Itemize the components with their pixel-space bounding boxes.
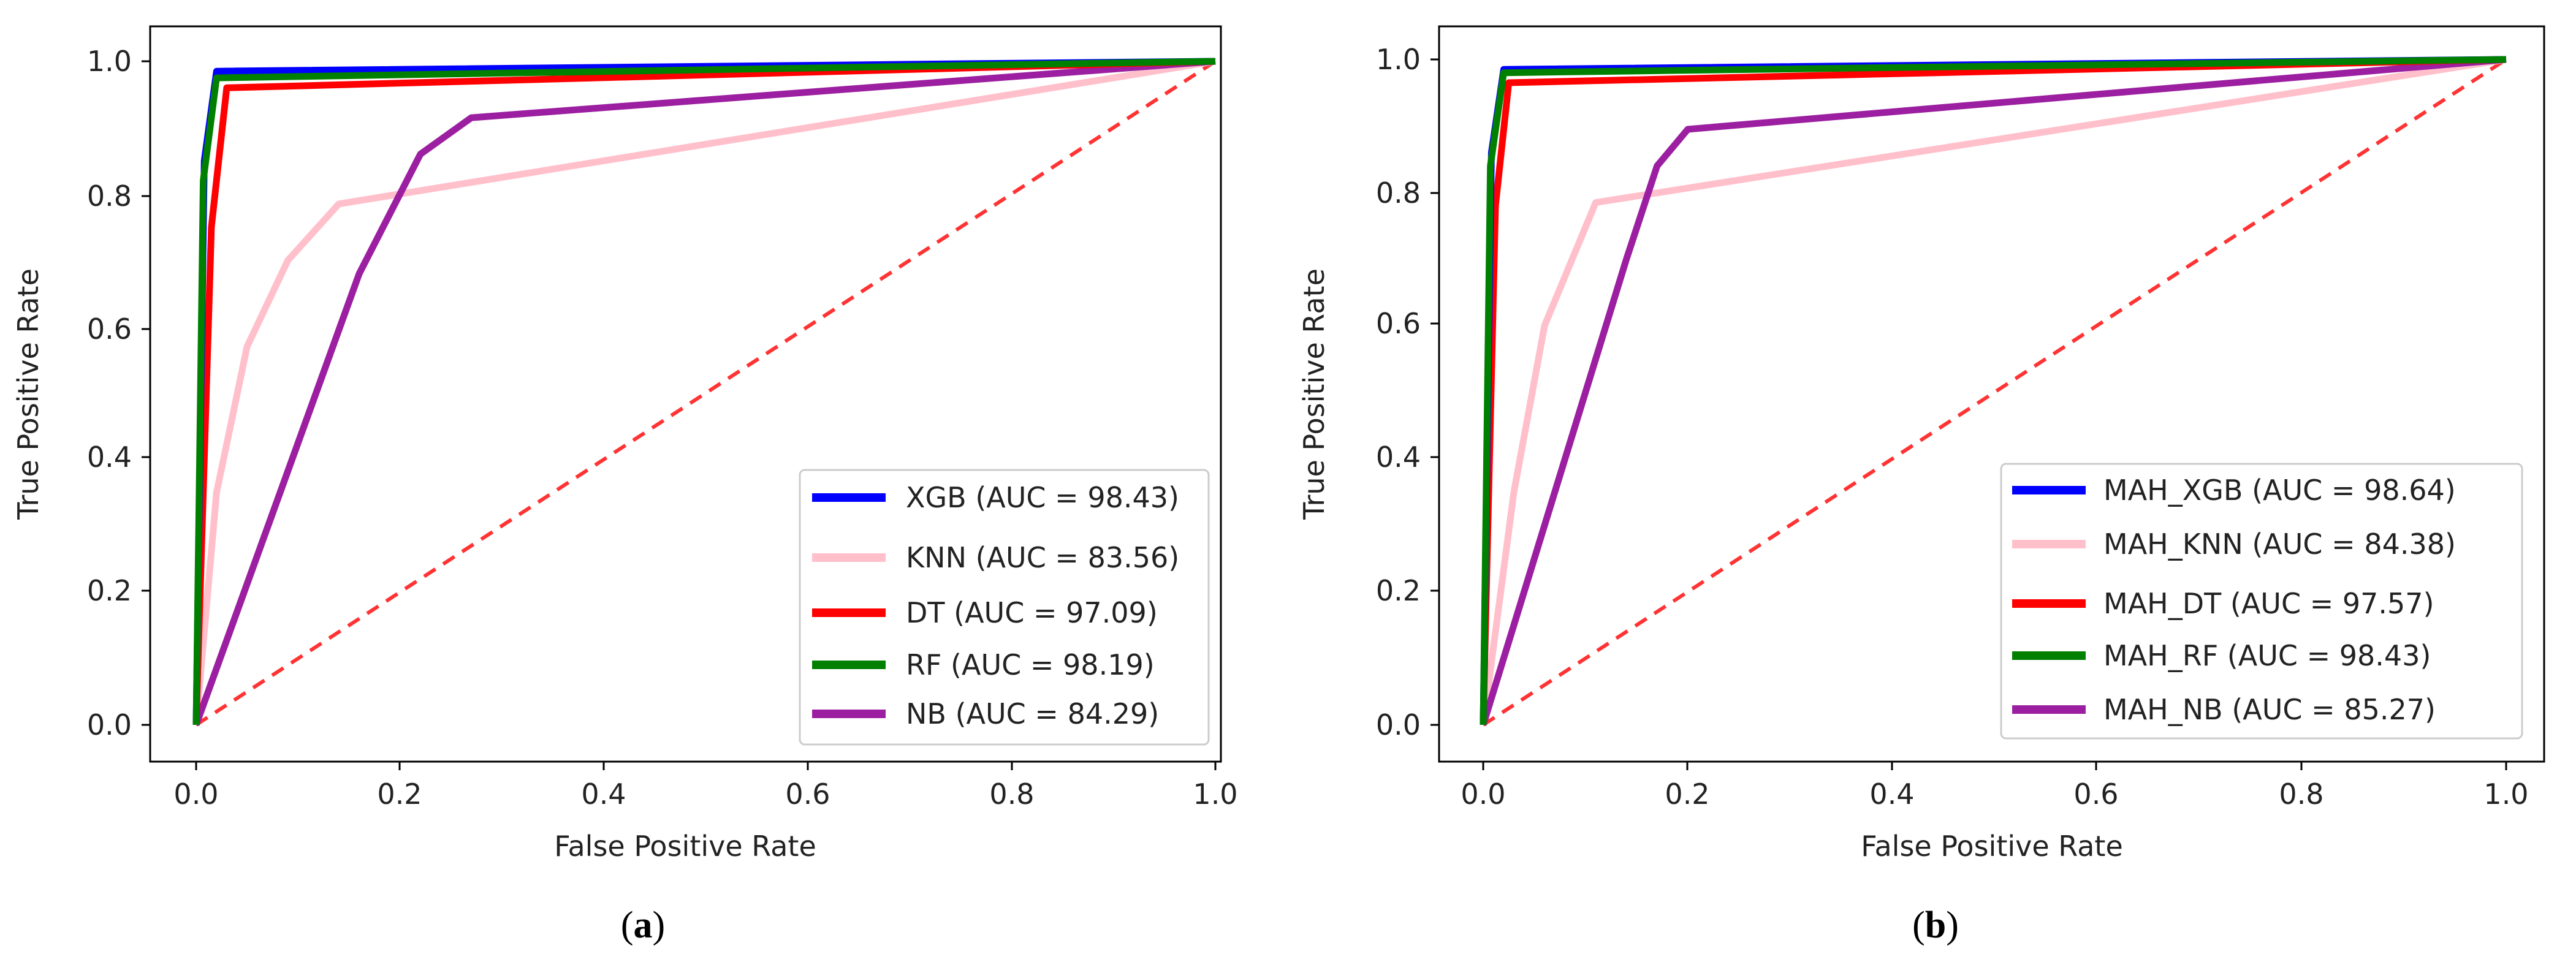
y-axis: 0.0 0.2 0.4 0.6 0.8 1.0 [87, 45, 150, 741]
roc-curve-knn [192, 58, 1216, 725]
roc-panel-b: 0.0 0.2 0.4 0.6 0.8 1.0 0.0 0.2 0.4 0.6 … [1297, 25, 2545, 946]
roc-panel-a: 0.0 0.2 0.4 0.6 0.8 1.0 0.0 0.2 0.4 0.6 … [12, 25, 1238, 946]
legend-label: MAH_XGB (AUC = 98.64) [2103, 474, 2456, 507]
legend-label: XGB (AUC = 98.43) [906, 481, 1179, 514]
x-tick-label: 1.0 [2483, 778, 2528, 811]
x-tick-label: 0.6 [785, 778, 830, 811]
legend-label: KNN (AUC = 83.56) [906, 541, 1179, 574]
y-tick-label: 0.2 [1376, 574, 1421, 607]
legend: MAH_XGB (AUC = 98.64) MAH_KNN (AUC = 84.… [2000, 463, 2523, 740]
y-tick-label: 0.6 [1376, 307, 1421, 340]
x-axis-label: False Positive Rate [554, 830, 816, 863]
y-tick-label: 0.0 [1376, 708, 1421, 741]
y-tick-label: 0.8 [1376, 176, 1421, 210]
roc-curve-rf [1480, 56, 2507, 725]
y-tick-label: 0.2 [87, 574, 132, 607]
y-tick-label: 0.8 [87, 180, 132, 213]
legend-label: NB (AUC = 84.29) [906, 697, 1159, 730]
y-axis: 0.0 0.2 0.4 0.6 0.8 1.0 [1376, 43, 1439, 741]
x-tick-label: 0.8 [989, 778, 1034, 811]
roc-curves [1480, 56, 2507, 727]
x-tick-label: 0.4 [581, 778, 626, 811]
y-tick-label: 0.4 [1376, 441, 1421, 474]
roc-curve-dt [192, 58, 1216, 725]
legend-box [2000, 463, 2523, 740]
roc-curve-rf [192, 58, 1216, 725]
legend-box [799, 469, 1210, 746]
y-axis-label: True Positive Rate [1297, 268, 1331, 520]
roc-curves [192, 58, 1217, 727]
roc-curve-nb [192, 58, 1216, 726]
axes-frame [149, 25, 1222, 763]
legend-label: RF (AUC = 98.19) [906, 648, 1155, 681]
x-tick-label: 0.0 [1461, 778, 1505, 811]
x-axis-label: False Positive Rate [1861, 830, 2123, 863]
legend-label: DT (AUC = 97.09) [906, 596, 1158, 629]
panel-caption: (a) [621, 904, 665, 946]
legend-label: MAH_KNN (AUC = 84.38) [2103, 528, 2456, 561]
x-tick-label: 0.2 [1665, 778, 1709, 811]
legend: XGB (AUC = 98.43) KNN (AUC = 83.56) DT (… [799, 469, 1210, 746]
x-tick-label: 0.2 [377, 778, 422, 811]
y-tick-label: 1.0 [87, 45, 132, 78]
x-tick-label: 0.6 [2073, 778, 2118, 811]
x-tick-label: 1.0 [1193, 778, 1237, 811]
x-tick-label: 0.0 [173, 778, 218, 811]
y-tick-label: 0.6 [87, 312, 132, 346]
y-tick-label: 0.0 [87, 708, 132, 741]
roc-curve-knn [1480, 56, 2507, 725]
legend-label: MAH_DT (AUC = 97.57) [2103, 587, 2434, 620]
x-tick-label: 0.4 [1869, 778, 1914, 811]
y-axis-label: True Positive Rate [12, 268, 45, 520]
panel-caption: (b) [1912, 904, 1959, 946]
x-tick-label: 0.8 [2279, 778, 2323, 811]
x-axis: 0.0 0.2 0.4 0.6 0.8 1.0 [173, 762, 1238, 811]
y-tick-label: 0.4 [87, 441, 132, 474]
axes-frame [1438, 25, 2545, 763]
legend-label: MAH_RF (AUC = 98.43) [2103, 639, 2431, 672]
roc-curve-nb [1480, 56, 2507, 726]
x-axis: 0.0 0.2 0.4 0.6 0.8 1.0 [1461, 762, 2529, 811]
y-tick-label: 1.0 [1376, 43, 1421, 76]
legend-label: MAH_NB (AUC = 85.27) [2103, 693, 2436, 726]
